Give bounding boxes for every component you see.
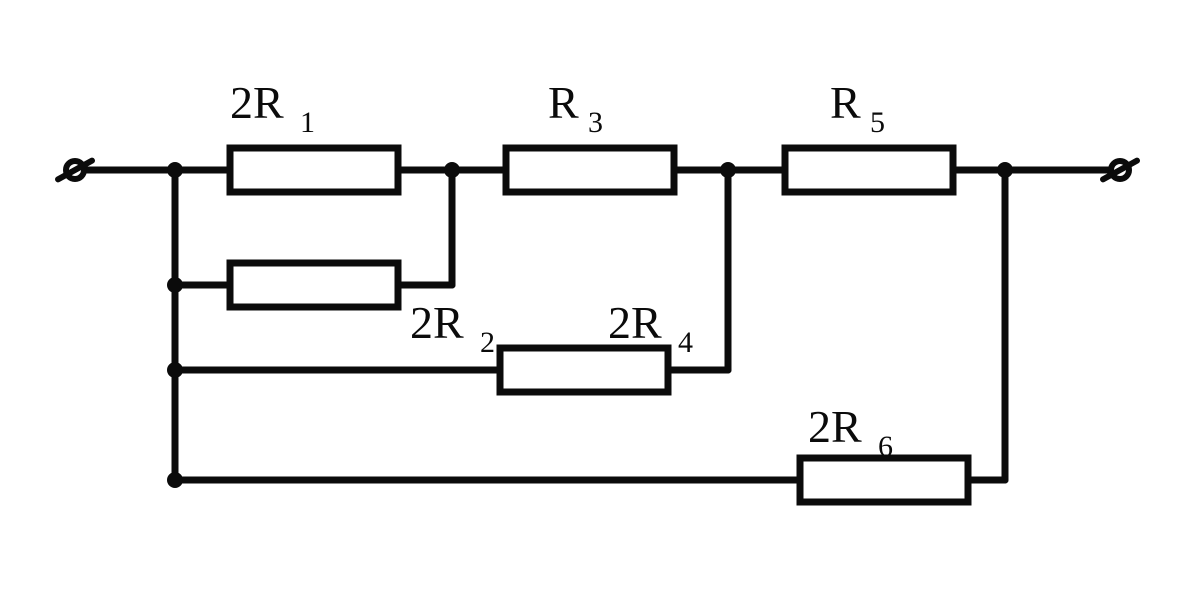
resistor-label: 2R [410, 297, 464, 348]
resistor-label-sub: 1 [300, 106, 315, 139]
resistor-r6 [800, 458, 968, 502]
resistor-r4 [500, 348, 668, 392]
resistor-label-sub: 4 [678, 326, 693, 359]
resistor-label: 2R [808, 401, 862, 452]
resistor-label: 2R [230, 77, 284, 128]
resistor-label-sub: 6 [878, 430, 893, 463]
node-dot-icon [167, 472, 183, 488]
resistor-label-sub: 2 [480, 326, 495, 359]
resistor-label-sub: 3 [588, 106, 603, 139]
node-dot-icon [167, 162, 183, 178]
node-dot-icon [444, 162, 460, 178]
resistor-r2 [230, 263, 398, 307]
resistor-label: R [548, 77, 579, 128]
resistor-r5 [785, 148, 953, 192]
resistor-r1 [230, 148, 398, 192]
node-dot-icon [720, 162, 736, 178]
node-dot-icon [167, 277, 183, 293]
resistor-label-sub: 5 [870, 106, 885, 139]
node-dot-icon [167, 362, 183, 378]
resistor-label: R [830, 77, 861, 128]
resistor-label: 2R [608, 297, 662, 348]
resistor-r3 [506, 148, 674, 192]
node-dot-icon [997, 162, 1013, 178]
circuit-diagram: 2R1R3R52R22R42R6 [0, 0, 1200, 599]
